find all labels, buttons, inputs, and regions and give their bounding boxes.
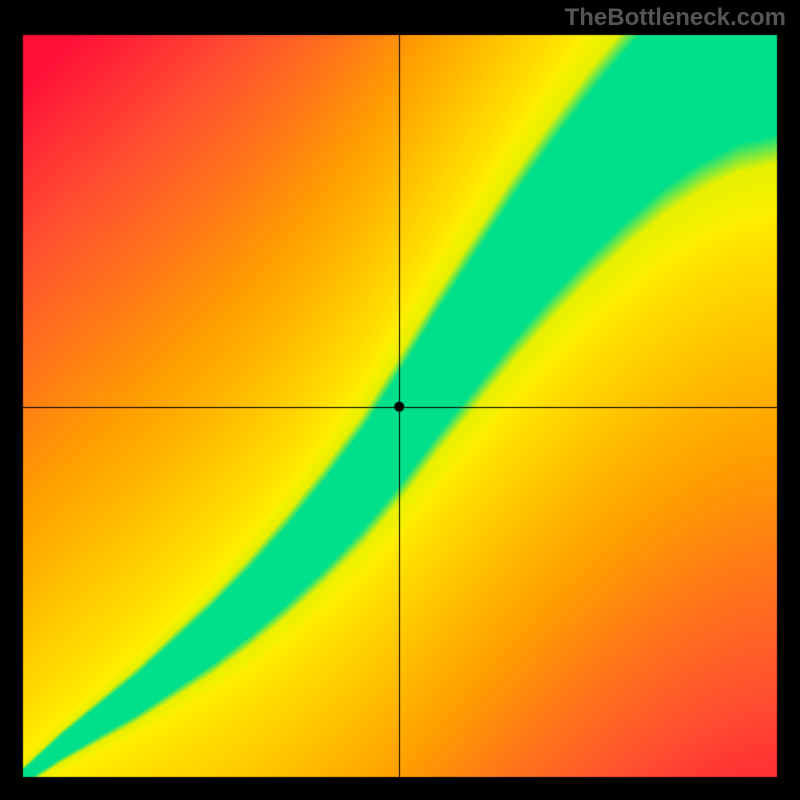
heatmap-canvas <box>0 0 800 800</box>
chart-container: TheBottleneck.com <box>0 0 800 800</box>
watermark-text: TheBottleneck.com <box>565 4 786 32</box>
